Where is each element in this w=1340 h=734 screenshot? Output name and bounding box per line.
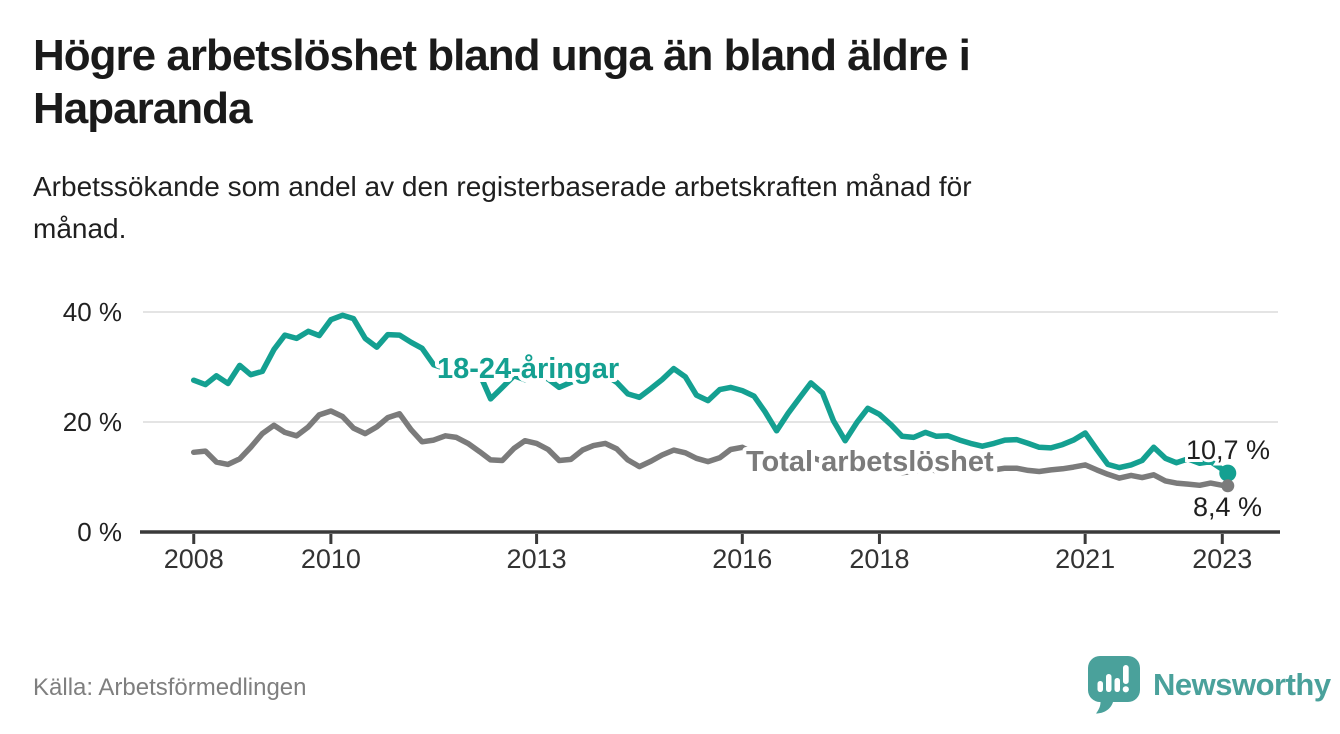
series-label-1: Total arbetslöshet xyxy=(746,446,994,478)
series-end-dot-0 xyxy=(1219,464,1237,482)
series-line-0 xyxy=(190,312,1231,476)
x-tick-label: 2010 xyxy=(301,544,361,574)
bar-chart-speech-bubble-icon xyxy=(1088,656,1140,714)
series-label-0: 18-24-åringar xyxy=(437,353,619,385)
x-tick-label: 2023 xyxy=(1192,544,1252,574)
logo-exclamation-dot xyxy=(1122,686,1129,693)
chart-subtitle: Arbetssökande som andel av den registerb… xyxy=(33,171,972,244)
source-note: Källa: Arbetsförmedlingen xyxy=(33,674,307,701)
x-tick-label: 2013 xyxy=(507,544,567,574)
logo-exclamation-bar xyxy=(1123,665,1129,684)
series-end-value-1: 8,4 % xyxy=(1193,492,1262,522)
logo-bar-3 xyxy=(1114,678,1120,692)
newsworthy-logo[interactable]: Newsworthy xyxy=(1086,654,1331,715)
series-line-1 xyxy=(190,408,1231,489)
logo-bar-1 xyxy=(1097,681,1103,692)
series-end-value-0: 10,7 % xyxy=(1186,435,1270,465)
chart-title: Högre arbetslöshet bland unga än bland ä… xyxy=(33,31,971,133)
y-tick-label: 40 % xyxy=(63,297,122,327)
brand-wordmark: Newsworthy xyxy=(1153,666,1331,702)
x-tick-label: 2008 xyxy=(164,544,224,574)
x-tick-label: 2018 xyxy=(849,544,909,574)
y-tick-label: 0 % xyxy=(77,517,122,547)
x-tick-label: 2021 xyxy=(1055,544,1115,574)
y-tick-label: 20 % xyxy=(63,407,122,437)
x-tick-label: 2016 xyxy=(712,544,772,574)
series-end-dot-1 xyxy=(1221,479,1235,493)
logo-bar-2 xyxy=(1106,674,1112,692)
